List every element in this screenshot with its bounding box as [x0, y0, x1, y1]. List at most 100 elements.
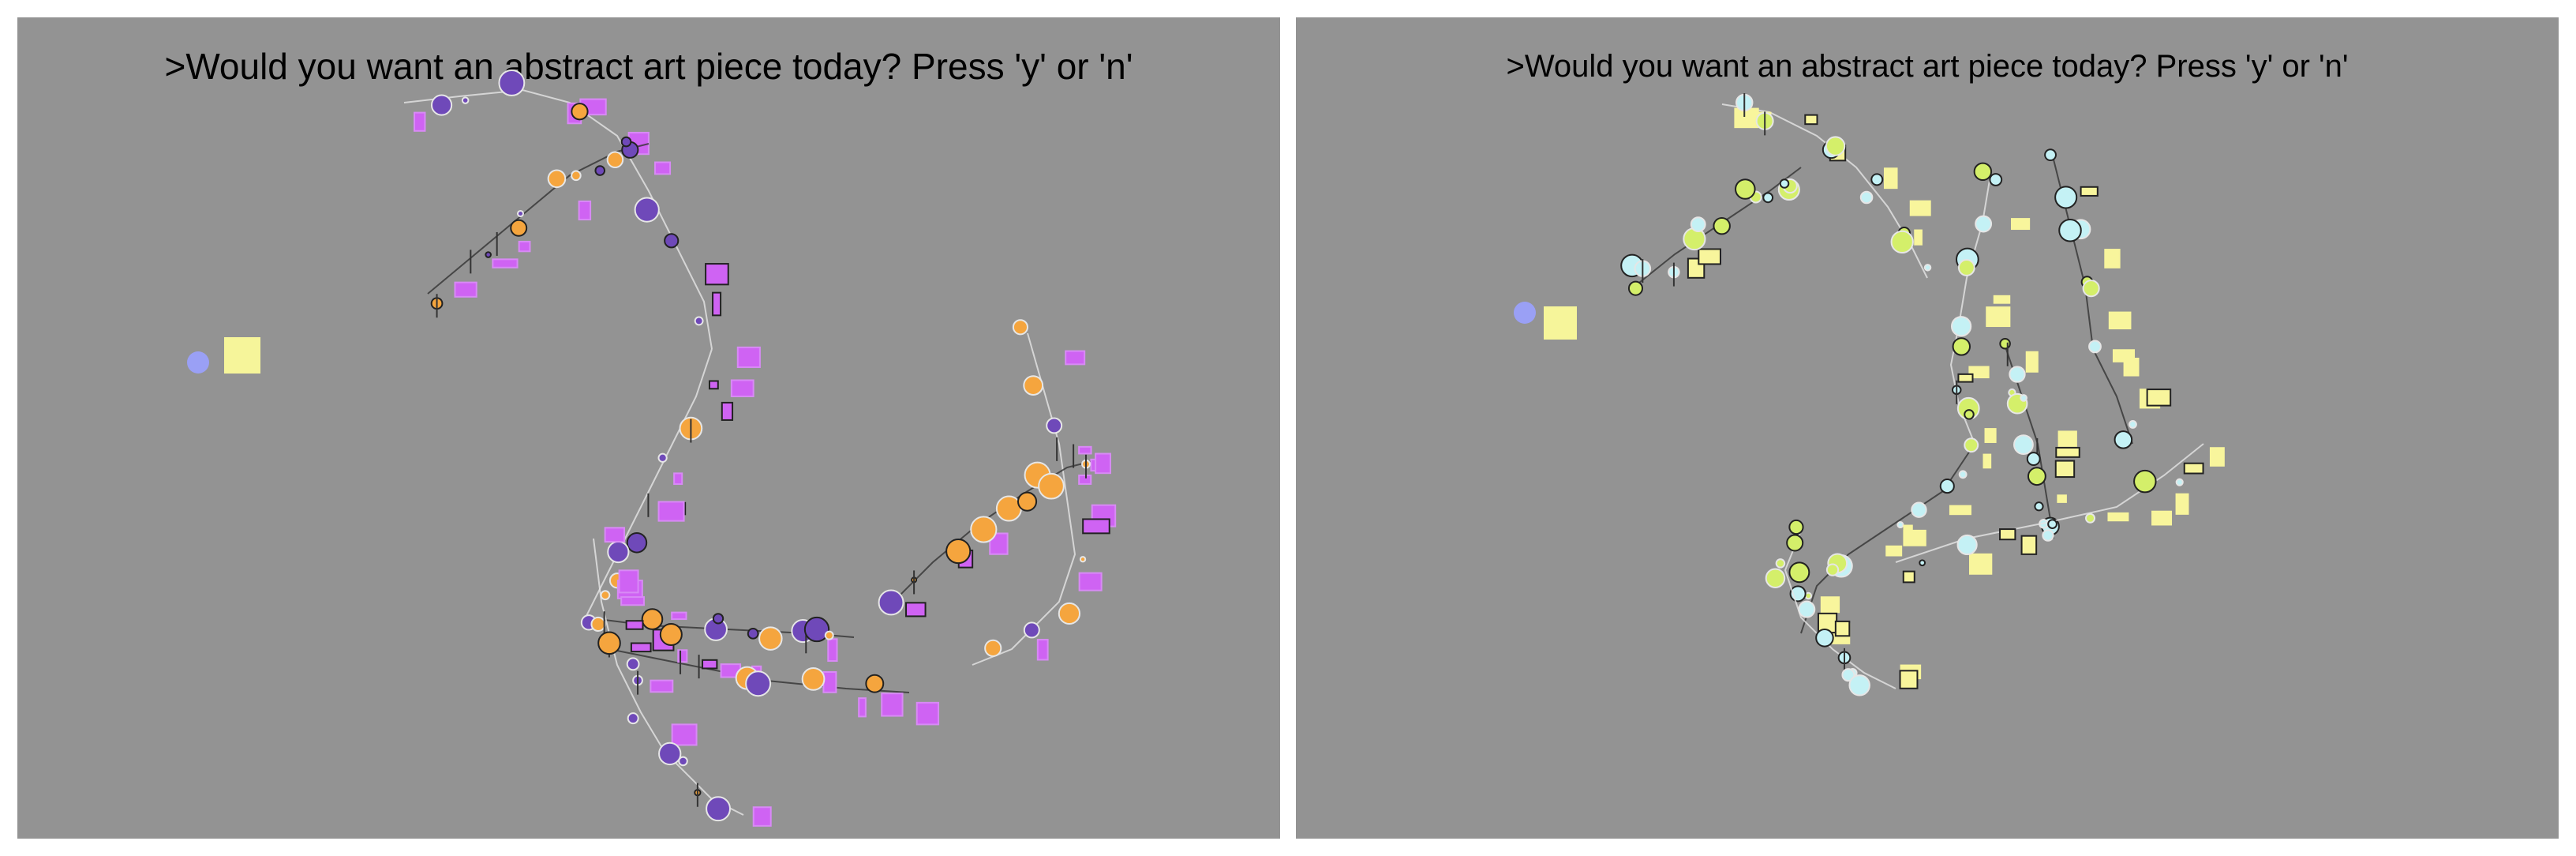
art-rect: [2183, 462, 2204, 475]
art-rect: [2055, 446, 2080, 458]
art-circle: [2082, 280, 2100, 298]
art-circle: [1788, 561, 1810, 584]
art-rect: [618, 569, 639, 594]
art-circle: [2026, 452, 2041, 467]
art-circle: [1964, 409, 1975, 420]
art-rect: [1909, 200, 1931, 216]
art-rect: [2011, 218, 2031, 231]
art-circle: [2020, 394, 2027, 402]
art-stroke: [403, 88, 713, 350]
art-circle: [516, 209, 525, 218]
art-circle: [745, 670, 772, 697]
art-rect: [2104, 249, 2121, 268]
art-stroke: [972, 332, 1076, 666]
art-rect: [1698, 248, 1721, 265]
art-rect: [1036, 639, 1049, 661]
art-circle: [712, 613, 724, 625]
art-rect: [2057, 430, 2077, 447]
art-circle: [1058, 602, 1081, 625]
art-circle: [1825, 136, 1846, 156]
art-circle: [1713, 216, 1731, 235]
art-circle: [1841, 668, 1855, 682]
art-rect: [1899, 670, 1919, 689]
art-rect: [1734, 107, 1759, 129]
art-circle: [945, 539, 972, 565]
art-shapes-left: [403, 69, 1117, 827]
art-rect: [1993, 295, 2011, 304]
art-rect: [620, 596, 645, 606]
art-circle: [747, 627, 759, 640]
art-circle: [1012, 319, 1028, 336]
art-circle: [1627, 280, 1644, 296]
art-circle: [1779, 178, 1790, 189]
art-rect: [915, 701, 940, 726]
prompt-text: >Would you want an abstract art piece to…: [164, 46, 1133, 87]
swatch-circle: [1514, 302, 1536, 324]
art-circle: [2133, 469, 2157, 494]
art-rect: [881, 693, 904, 717]
art-rect: [1820, 596, 1840, 614]
art-circle: [664, 233, 680, 249]
art-rect: [2175, 493, 2189, 515]
art-rect: [671, 611, 687, 621]
art-circle: [1038, 472, 1065, 500]
art-circle: [878, 589, 904, 616]
art-rect: [657, 501, 685, 522]
art-rect: [2146, 389, 2172, 407]
art-rect: [2151, 510, 2173, 526]
art-rect: [1883, 167, 1898, 190]
art-rect: [708, 380, 719, 390]
art-circle: [1825, 563, 1840, 576]
art-rect: [1983, 453, 1992, 469]
art-circle: [1958, 470, 1968, 479]
art-circle: [594, 165, 606, 176]
art-circle: [2034, 501, 2044, 512]
art-rect: [1968, 366, 1990, 379]
art-circle: [1957, 258, 1975, 276]
art-rect: [2123, 358, 2140, 377]
art-circle: [510, 219, 528, 237]
art-canvas-left[interactable]: >Would you want an abstract art piece to…: [17, 17, 1280, 839]
abstract-art-right: [1514, 92, 2225, 696]
prompt-text: >Would you want an abstract art piece to…: [1506, 49, 2349, 84]
swatch-square: [1544, 306, 1577, 340]
art-circle: [1735, 178, 1756, 200]
art-circle: [1859, 190, 1874, 205]
art-circle: [1017, 491, 1038, 512]
art-circle: [803, 616, 830, 643]
art-circle: [1690, 216, 1706, 233]
art-circle: [1848, 674, 1870, 696]
art-circle: [1079, 556, 1087, 563]
art-circle: [1046, 417, 1063, 434]
art-circle: [658, 741, 682, 766]
art-circle: [606, 151, 624, 169]
art-circle: [1964, 437, 1979, 453]
art-circle: [2175, 478, 2184, 486]
art-circle: [801, 667, 826, 691]
art-circle: [1788, 519, 1804, 535]
swatch-circle: [187, 351, 209, 374]
swatch-square: [224, 337, 260, 374]
art-circle: [430, 94, 453, 116]
art-rect: [905, 602, 927, 618]
art-circle: [600, 590, 611, 601]
art-circle: [641, 608, 664, 630]
art-rect: [705, 263, 729, 286]
art-circle: [1023, 621, 1040, 639]
art-rect: [1902, 570, 1915, 584]
art-rect: [654, 161, 672, 175]
art-circle: [2027, 467, 2046, 486]
art-circle: [590, 616, 606, 632]
art-rect: [730, 379, 754, 397]
art-circle: [1989, 173, 2003, 186]
art-rect: [1095, 452, 1111, 475]
art-circle: [970, 516, 998, 543]
art-circle: [2114, 430, 2133, 449]
art-rect: [492, 258, 519, 268]
art-circle: [1804, 591, 1813, 600]
art-rect: [1957, 373, 1974, 383]
art-rect: [1969, 553, 1993, 575]
art-rect: [736, 346, 761, 368]
art-circle: [498, 69, 526, 96]
art-canvas-right[interactable]: >Would you want an abstract art piece to…: [1296, 17, 2559, 839]
